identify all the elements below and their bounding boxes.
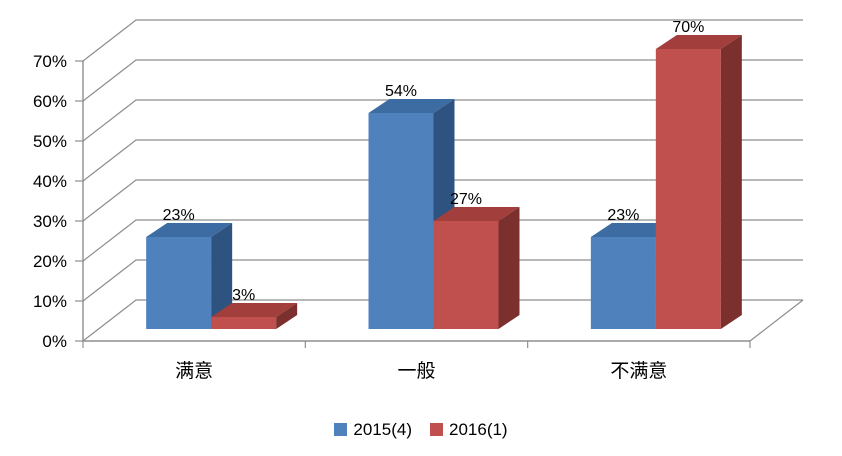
- legend-swatch-2016: [430, 423, 443, 436]
- category-axis-label: 一般: [397, 360, 435, 382]
- legend-label-2016: 2016(1): [449, 420, 508, 439]
- gridline-50%: [82, 99, 803, 142]
- gridline-20%: [82, 219, 803, 262]
- gridline-0%: [82, 299, 803, 342]
- legend-swatch-2015: [334, 423, 348, 436]
- bar-top-2016(1)-一般: [433, 207, 520, 221]
- bar-top-2015(4)-不满意: [590, 223, 677, 237]
- legend-item-2015: 2015(4): [334, 421, 412, 438]
- bar-front-2016(1)-满意: [211, 317, 277, 329]
- value-axis-label: 30%: [33, 212, 67, 231]
- bar-top-2015(4)-满意: [146, 223, 233, 237]
- gridline-70%: [82, 19, 803, 62]
- gridline-60%: [82, 59, 803, 102]
- bar-front-2016(1)-不满意: [655, 49, 721, 329]
- category-axis-label: 不满意: [610, 360, 667, 382]
- value-axis-label: 60%: [33, 92, 67, 111]
- bar-side-2016(1)-满意: [276, 303, 298, 329]
- bar-top-2015(4)-一般: [368, 99, 455, 113]
- legend-item-2016: 2016(1): [430, 421, 508, 438]
- data-label-2015(4)-不满意: 23%: [607, 207, 639, 224]
- bar-side-2016(1)-一般: [498, 207, 520, 329]
- bar-front-2015(4)-满意: [146, 237, 212, 329]
- floor-right-edge: [749, 299, 804, 342]
- bar-top-2016(1)-满意: [211, 303, 298, 317]
- bar-side-2016(1)-不满意: [720, 35, 742, 329]
- data-label-2016(1)-一般: 27%: [450, 191, 482, 208]
- data-label-2015(4)-满意: 23%: [163, 207, 195, 224]
- data-label-2016(1)-不满意: 70%: [672, 19, 704, 36]
- legend: 2015(4) 2016(1): [0, 421, 842, 438]
- bar-side-2015(4)-满意: [211, 223, 233, 329]
- legend-label-2015: 2015(4): [353, 420, 412, 439]
- category-axis-label: 满意: [175, 360, 213, 382]
- bar-front-2015(4)-不满意: [590, 237, 656, 329]
- value-axis-label: 10%: [33, 292, 67, 311]
- data-label-2015(4)-一般: 54%: [385, 83, 417, 100]
- value-axis-label: 70%: [33, 52, 67, 71]
- gridline-10%: [82, 259, 803, 302]
- gridline-40%: [82, 139, 803, 182]
- bar-front-2016(1)-一般: [433, 221, 499, 329]
- value-axis-label: 50%: [33, 132, 67, 151]
- value-axis-label: 40%: [33, 172, 67, 191]
- value-axis-label: 0%: [42, 332, 67, 351]
- bar-front-2015(4)-一般: [368, 113, 434, 329]
- value-axis-label: 20%: [33, 252, 67, 271]
- data-label-2016(1)-满意: 3%: [232, 287, 255, 304]
- gridline-30%: [82, 179, 803, 222]
- bar-top-2016(1)-不满意: [655, 35, 742, 49]
